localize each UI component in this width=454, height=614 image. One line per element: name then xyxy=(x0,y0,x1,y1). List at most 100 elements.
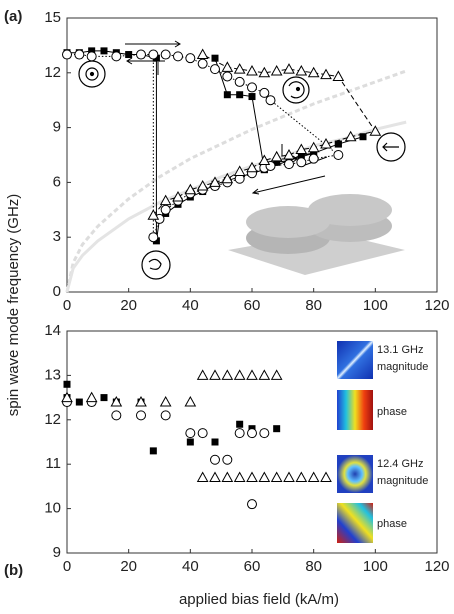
y-tick-label: 12 xyxy=(44,64,61,81)
marker-circle xyxy=(259,428,270,439)
panel-label: (a) xyxy=(4,8,22,25)
marker-triangle xyxy=(196,369,209,380)
marker-triangle xyxy=(295,143,308,155)
marker-square xyxy=(100,47,108,55)
marker-circle xyxy=(148,232,159,243)
plot: 0 20 40 60 80 100 120 0 3 6 9 12 15 xyxy=(44,9,449,314)
marker-square xyxy=(88,47,96,55)
marker-circle xyxy=(210,454,220,465)
y-tick-label: 11 xyxy=(45,455,61,472)
marker-triangle xyxy=(135,396,147,407)
marker-square xyxy=(211,54,219,62)
x-tick-label: 20 xyxy=(120,558,137,575)
marker-circle xyxy=(265,95,276,106)
series xyxy=(62,397,270,510)
marker-circle xyxy=(222,454,233,465)
marker-triangle xyxy=(270,369,283,380)
x-tick-label: 80 xyxy=(305,297,322,314)
series xyxy=(147,48,382,220)
x-axis-label: applied bias field (kA/m) xyxy=(179,591,339,608)
annotation: 13.1 GHz xyxy=(377,344,423,356)
marker-triangle xyxy=(233,369,246,380)
panel-label: (b) xyxy=(4,562,23,579)
x-tick-label: 60 xyxy=(244,297,261,314)
y-tick-label: 9 xyxy=(53,119,61,136)
marker-square xyxy=(100,394,108,402)
annotation: phase xyxy=(377,406,407,418)
x-tick-label: 120 xyxy=(424,558,449,575)
marker-triangle xyxy=(159,194,172,206)
marker-triangle xyxy=(369,125,382,136)
marker-triangle xyxy=(246,369,258,380)
marker-triangle xyxy=(246,161,258,173)
marker-triangle xyxy=(258,471,271,483)
marker-circle xyxy=(197,428,208,439)
annotation: phase xyxy=(377,518,407,530)
marker-circle xyxy=(160,410,171,421)
mode-image xyxy=(337,390,373,430)
marker-circle xyxy=(222,71,233,82)
marker-triangle xyxy=(85,391,98,403)
marker-triangle xyxy=(233,471,246,483)
annotation: 12.4 GHz xyxy=(377,458,423,470)
marker-square xyxy=(149,447,157,455)
marker-square xyxy=(273,425,281,433)
marker-circle xyxy=(308,153,319,164)
y-tick-label: 15 xyxy=(44,9,61,26)
marker-triangle xyxy=(295,471,308,483)
marker-triangle xyxy=(172,190,184,202)
marker-circle xyxy=(210,64,220,75)
marker-circle xyxy=(333,150,344,160)
marker-triangle xyxy=(110,396,123,407)
annotation: magnitude xyxy=(377,475,428,487)
marker-triangle xyxy=(209,471,221,483)
marker-triangle xyxy=(344,130,357,142)
marker-triangle xyxy=(221,61,234,72)
marker-triangle xyxy=(332,70,345,81)
x-tick-label: 60 xyxy=(244,558,261,575)
marker-circle xyxy=(284,159,294,170)
marker-circle xyxy=(111,51,122,62)
y-tick-label: 9 xyxy=(53,544,61,561)
x-tick-label: 80 xyxy=(305,558,322,575)
marker-square xyxy=(310,149,318,157)
marker-triangle xyxy=(320,68,332,80)
marker-triangle xyxy=(283,471,295,483)
marker-circle xyxy=(247,428,257,439)
marker-triangle xyxy=(61,391,73,403)
mode-image xyxy=(337,455,373,493)
marker-triangle xyxy=(307,471,320,483)
marker-square xyxy=(236,91,244,99)
x-tick-label: 40 xyxy=(182,297,199,314)
y-tick-label: 0 xyxy=(53,283,61,300)
marker-triangle xyxy=(246,64,258,76)
marker-square xyxy=(359,133,367,141)
marker-circle xyxy=(234,428,245,439)
marker-circle xyxy=(111,410,122,421)
marker-circle xyxy=(185,428,196,439)
marker-triangle xyxy=(295,64,308,76)
marker-square xyxy=(297,151,305,159)
series xyxy=(63,380,281,455)
marker-triangle xyxy=(221,471,234,483)
y-tick-label: 3 xyxy=(53,228,61,245)
y-tick-label: 6 xyxy=(53,173,61,190)
x-tick-label: 120 xyxy=(424,297,449,314)
marker-triangle xyxy=(184,396,197,407)
marker-square xyxy=(75,398,83,406)
x-tick-label: 0 xyxy=(63,297,71,314)
marker-triangle xyxy=(209,176,221,187)
marker-triangle xyxy=(258,66,271,78)
marker-triangle xyxy=(233,63,246,74)
marker-triangle xyxy=(320,138,332,149)
marker-square xyxy=(125,51,133,59)
marker-circle xyxy=(296,157,307,168)
series-line xyxy=(152,54,377,216)
marker-triangle xyxy=(184,183,197,195)
marker-triangle xyxy=(221,369,234,380)
marker-circle xyxy=(197,58,208,69)
y-tick-label: 13 xyxy=(44,366,61,383)
marker-triangle xyxy=(221,172,234,184)
marker-circle xyxy=(259,87,270,98)
